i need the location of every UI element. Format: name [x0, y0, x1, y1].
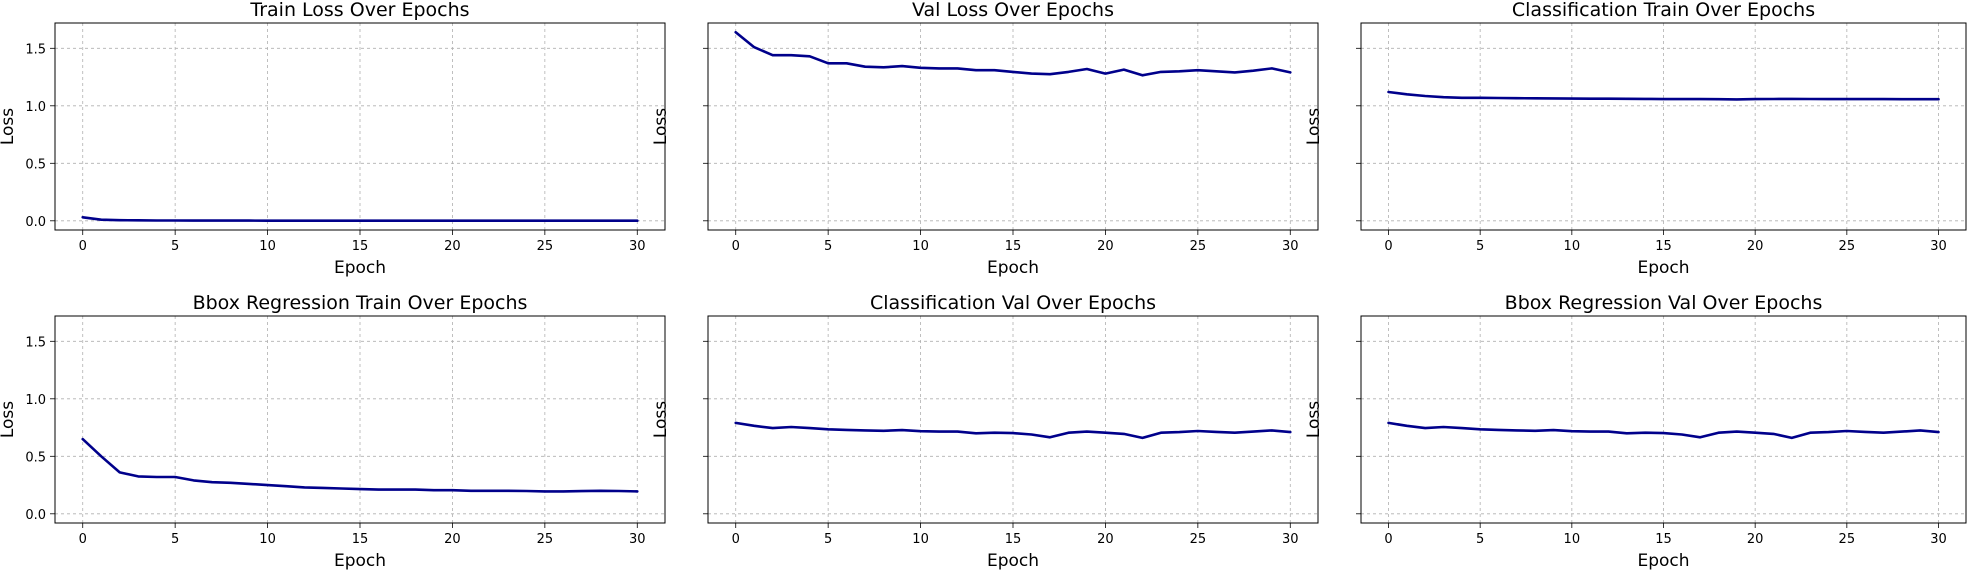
chart-4-panel: 0 5 10 15 20 25 30 0.0 0.5 1.0 1.5 Bbox Regression … — [0, 292, 666, 570]
chart-5-x-tick-label: 20 — [1097, 532, 1114, 547]
chart-5-panel: 0 5 10 15 20 25 30 Classification Val Over Epoc… — [651, 292, 1319, 570]
chart-6-panel: 0 5 10 15 20 25 30 Bbox Regression Val Over Epo… — [1304, 292, 1967, 570]
chart-2-x-tick-label: 5 — [824, 239, 832, 254]
chart-1-x-tick-label: 30 — [629, 239, 646, 254]
chart-1-x-tick-label: 0 — [79, 239, 87, 254]
chart-3-x-tick-label: 10 — [1564, 239, 1581, 254]
chart-4-series-line — [81, 437, 639, 493]
chart-6-y-axis-label: Loss — [1304, 401, 1324, 438]
chart-2-x-tick-label: 0 — [732, 239, 740, 254]
chart-4-x-tick-label: 25 — [537, 532, 554, 547]
chart-4-y-tick-label: 1.5 — [25, 335, 46, 350]
chart-2-y-axis-label: Loss — [651, 108, 671, 145]
chart-5-x-tick-label: 0 — [732, 532, 740, 547]
chart-4-y-tick-label: 0.5 — [25, 450, 46, 465]
chart-4-x-tick-label: 15 — [352, 532, 369, 547]
chart-5-x-tick-label: 10 — [912, 532, 929, 547]
chart-3-y-axis-label: Loss — [1304, 108, 1324, 145]
chart-3-x-tick-label: 0 — [1384, 239, 1392, 254]
chart-3-title: Classification Train Over Epochs — [1512, 0, 1815, 21]
chart-1-series-line — [81, 216, 639, 222]
chart-5-grid — [708, 316, 1318, 523]
chart-4-title: Bbox Regression Train Over Epochs — [193, 292, 528, 314]
chart-5-title: Classification Val Over Epochs — [870, 292, 1156, 314]
chart-2-plot-frame — [707, 22, 1319, 231]
chart-1-x-tick-label: 5 — [171, 239, 179, 254]
chart-2-x-axis-label: Epoch — [987, 258, 1039, 278]
chart-5-x-tick-label: 25 — [1190, 532, 1207, 547]
chart-5-plot-frame — [707, 315, 1319, 524]
chart-1-x-tick-label: 20 — [444, 239, 461, 254]
chart-5-x-tick-label: 30 — [1282, 532, 1299, 547]
chart-4-x-tick-label: 30 — [629, 532, 646, 547]
chart-2-x-tick-label: 10 — [912, 239, 929, 254]
chart-6-x-tick-label: 5 — [1476, 532, 1484, 547]
chart-1-x-tick-label: 25 — [537, 239, 554, 254]
chart-3-panel: 0 5 10 15 20 25 30 Classification Train Over Ep… — [1304, 0, 1967, 278]
chart-1-y-tick-label: 1.0 — [25, 100, 46, 115]
chart-1-x-tick-label: 10 — [259, 239, 276, 254]
chart-2-series-line — [734, 30, 1292, 77]
chart-6-title: Bbox Regression Val Over Epochs — [1505, 292, 1823, 314]
chart-2-title: Val Loss Over Epochs — [912, 0, 1114, 21]
chart-4-x-tick-label: 5 — [171, 532, 179, 547]
chart-4-x-tick-label: 0 — [79, 532, 87, 547]
chart-5-x-tick-label: 15 — [1005, 532, 1022, 547]
chart-3-x-tick-label: 15 — [1655, 239, 1672, 254]
chart-4-grid — [55, 316, 665, 523]
chart-4-x-tick-label: 10 — [259, 532, 276, 547]
chart-3-x-axis-label: Epoch — [1637, 258, 1689, 278]
chart-1-x-axis-label: Epoch — [334, 258, 386, 278]
chart-4-y-tick-label: 1.0 — [25, 393, 46, 408]
chart-4-plot-frame — [54, 315, 666, 524]
chart-3-x-tick-label: 30 — [1930, 239, 1947, 254]
chart-6-x-tick-label: 25 — [1839, 532, 1856, 547]
chart-1-grid — [55, 23, 665, 230]
chart-6-x-tick-label: 0 — [1384, 532, 1392, 547]
chart-2-x-tick-label: 15 — [1005, 239, 1022, 254]
chart-6-x-tick-label: 10 — [1564, 532, 1581, 547]
chart-6-x-tick-label: 20 — [1747, 532, 1764, 547]
chart-4-y-axis-label: Loss — [0, 401, 18, 438]
chart-2-x-tick-label: 20 — [1097, 239, 1114, 254]
chart-2-x-tick-label: 30 — [1282, 239, 1299, 254]
chart-1-y-axis-label: Loss — [0, 108, 18, 145]
chart-5-y-axis-label: Loss — [651, 401, 671, 438]
chart-1-panel: 0 5 10 15 20 25 30 0.0 0.5 1.0 1.5 Train Loss Over … — [0, 0, 666, 278]
chart-3-x-tick-label: 25 — [1839, 239, 1856, 254]
chart-4-y-tick-label: 0.0 — [25, 508, 46, 523]
chart-5-series-line — [734, 421, 1292, 440]
chart-2-grid — [708, 23, 1318, 230]
chart-5-x-axis-label: Epoch — [987, 551, 1039, 570]
chart-4-x-tick-label: 20 — [444, 532, 461, 547]
chart-3-grid — [1361, 23, 1966, 230]
chart-1-y-tick-label: 0.5 — [25, 157, 46, 172]
chart-1-x-tick-label: 15 — [352, 239, 369, 254]
chart-5-x-tick-label: 5 — [824, 532, 832, 547]
chart-6-series-line — [1387, 421, 1940, 440]
chart-4-x-axis-label: Epoch — [334, 551, 386, 570]
chart-6-grid — [1361, 316, 1966, 523]
chart-3-series-line — [1387, 90, 1940, 101]
chart-2-x-tick-label: 25 — [1190, 239, 1207, 254]
chart-3-x-tick-label: 5 — [1476, 239, 1484, 254]
chart-6-plot-frame — [1360, 315, 1967, 524]
chart-1-title: Train Loss Over Epochs — [249, 0, 469, 21]
chart-6-x-tick-label: 15 — [1655, 532, 1672, 547]
chart-3-x-tick-label: 20 — [1747, 239, 1764, 254]
chart-1-plot-frame — [54, 22, 666, 231]
chart-6-x-tick-label: 30 — [1930, 532, 1947, 547]
chart-6-x-axis-label: Epoch — [1637, 551, 1689, 570]
chart-2-panel: 0 5 10 15 20 25 30 Val Loss Over Epochs Epoch Los… — [651, 0, 1319, 278]
chart-3-plot-frame — [1360, 22, 1967, 231]
chart-1-y-tick-label: 0.0 — [25, 215, 46, 230]
chart-1-y-tick-label: 1.5 — [25, 42, 46, 57]
